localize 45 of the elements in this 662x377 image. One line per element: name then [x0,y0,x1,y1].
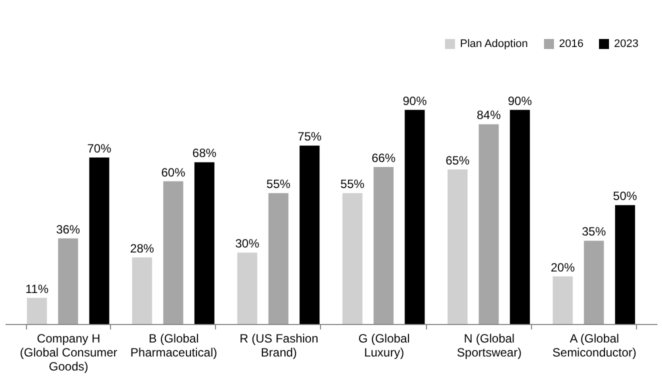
data-label: 68% [192,146,217,160]
x-tick-label: R (US Fashion Brand) [240,332,318,360]
bar [374,167,394,324]
x-tick-label: B (Global Pharmaceutical) [130,332,218,360]
bar [342,193,362,324]
bar [300,146,320,324]
bar [132,257,152,324]
bar [615,205,636,324]
data-label: 55% [266,177,291,192]
bar [89,157,110,324]
x-tick-label: G (Global Luxury) [358,332,410,360]
bar [268,193,288,324]
data-label: 70% [87,141,112,156]
data-label: 36% [56,222,80,236]
bar [478,124,499,324]
data-label: 30% [235,236,260,251]
data-label: 35% [582,224,606,239]
data-label: 20% [550,260,576,274]
data-label: 66% [372,151,396,166]
data-label: 55% [340,177,365,192]
bar [194,162,214,324]
data-label: 65% [446,153,470,168]
data-label: 84% [476,108,502,122]
x-tick-label: N (Global Sportswear) [456,332,522,360]
data-label: 75% [298,130,322,144]
data-label: 60% [161,165,186,180]
data-label: 90% [402,94,428,108]
bar [237,252,258,324]
bar [163,181,184,324]
bar [552,276,573,324]
bar [26,298,47,324]
legend-label: Plan Adoption [460,38,528,50]
x-tick-label: Company H (Global Consumer Goods) [20,332,118,374]
data-label: 11% [25,282,49,296]
data-label: 50% [613,189,638,204]
bar [448,169,468,324]
bar [58,238,78,324]
legend-label: 2016 [559,38,584,50]
bar [404,110,425,324]
x-tick-label: A (Global Semiconductor) [552,332,636,360]
bar [584,240,604,324]
data-label: 90% [508,94,532,108]
data-label: 28% [130,241,154,256]
bar [510,110,530,324]
legend-label: 2023 [614,38,638,50]
